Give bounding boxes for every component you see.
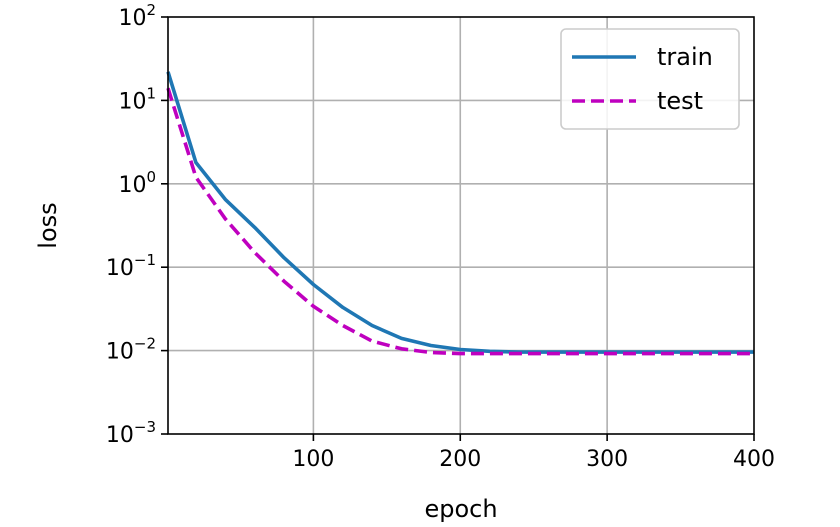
y-tick-label: 100 bbox=[118, 168, 156, 198]
x-tick-label: 100 bbox=[292, 447, 334, 472]
y-tick-label: 101 bbox=[118, 84, 156, 114]
legend-label-test: test bbox=[657, 87, 703, 115]
y-tick-label: 10−1 bbox=[106, 251, 156, 281]
series-line-train bbox=[166, 71, 754, 354]
y-tick-label: 10−2 bbox=[106, 335, 156, 365]
y-axis-label: loss bbox=[34, 202, 62, 248]
x-axis-label: epoch bbox=[424, 495, 497, 523]
x-tick-label: 400 bbox=[733, 447, 775, 472]
legend-label-train: train bbox=[657, 43, 713, 71]
legend: train test bbox=[560, 28, 740, 130]
y-tick-label: 102 bbox=[118, 1, 156, 31]
series-layer bbox=[166, 71, 754, 356]
y-tick-label: 10−3 bbox=[106, 418, 156, 448]
series-line-test bbox=[166, 87, 754, 356]
legend-box bbox=[560, 28, 740, 130]
ticks: 100 200 300 400 10−3 10−2 10−1 100 101 102 bbox=[106, 1, 775, 472]
x-tick-label: 200 bbox=[439, 447, 481, 472]
x-tick-label: 300 bbox=[586, 447, 628, 472]
